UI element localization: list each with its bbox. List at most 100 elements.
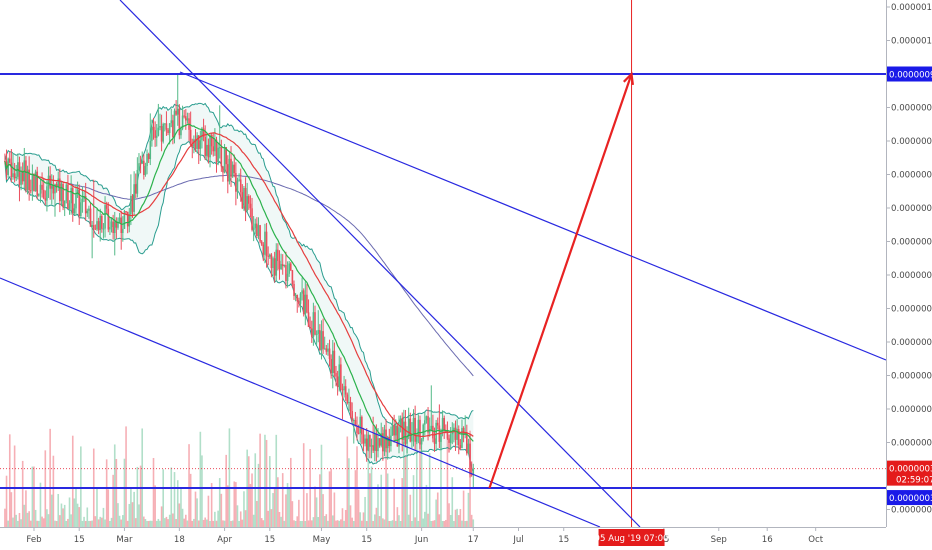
candle-body xyxy=(36,171,39,196)
volume-bar xyxy=(457,515,460,527)
volume-bar xyxy=(194,491,197,527)
bollinger-upper-band xyxy=(4,102,474,427)
candle-body xyxy=(97,221,100,231)
volume-bar xyxy=(377,484,379,527)
candle-body xyxy=(76,189,79,194)
candle-body xyxy=(328,348,331,360)
volume-bar xyxy=(86,507,89,527)
volume-bar xyxy=(178,503,181,527)
candle-body xyxy=(306,294,308,313)
volume-bar xyxy=(244,510,247,527)
candle-body xyxy=(320,331,323,351)
candle-body xyxy=(107,208,110,230)
candle-body xyxy=(41,184,43,190)
trendline-steep xyxy=(119,0,641,527)
candle-body xyxy=(322,331,324,349)
countdown-label-text: 02:59:07 xyxy=(896,476,932,486)
volume-bar xyxy=(346,436,349,527)
candle-body xyxy=(375,434,378,452)
volume-bar xyxy=(280,516,282,527)
candle-body xyxy=(301,290,303,294)
time-axis-tick-label: Feb xyxy=(26,535,41,545)
candle-body xyxy=(128,214,131,227)
volume-bar xyxy=(233,481,236,527)
candle-body xyxy=(309,326,311,329)
volume-bar xyxy=(118,515,121,527)
volume-bar xyxy=(191,520,194,527)
volume-bar xyxy=(396,507,399,527)
volume-bar xyxy=(270,509,273,527)
candle-body xyxy=(123,211,126,229)
candle-body xyxy=(454,427,457,440)
volume-bar xyxy=(164,518,166,527)
volume-bar xyxy=(336,520,339,527)
volume-bar xyxy=(466,520,468,527)
candle-body xyxy=(168,123,171,134)
volume-bar xyxy=(89,520,92,527)
candle-body xyxy=(370,445,373,447)
candle-body xyxy=(57,178,60,187)
candle-body xyxy=(285,265,287,281)
volume-bar xyxy=(55,520,58,527)
volume-bar xyxy=(8,434,11,527)
volume-bar xyxy=(349,505,352,527)
volume-bar xyxy=(340,519,342,527)
volume-bar xyxy=(133,491,135,527)
price-axis-tick-label: 0.00000085 xyxy=(891,137,932,147)
candle-body xyxy=(214,139,216,152)
volume-bar xyxy=(126,520,129,527)
time-axis-tick-label: 15 xyxy=(264,535,275,545)
volume-bar xyxy=(144,519,147,527)
candle-body xyxy=(89,208,92,227)
volume-bar xyxy=(23,504,26,527)
candle-body xyxy=(115,221,118,228)
candle-body xyxy=(338,364,341,388)
candle-body xyxy=(130,195,132,215)
candle-body xyxy=(149,140,152,160)
volume-bar xyxy=(181,508,184,527)
candle-body xyxy=(65,184,68,201)
volume-bar xyxy=(251,473,253,527)
volume-bar xyxy=(412,475,415,527)
volume-bar xyxy=(272,493,274,527)
candle-body xyxy=(204,137,206,156)
candle-body xyxy=(231,164,234,177)
volume-bar xyxy=(331,515,334,527)
candle-body xyxy=(230,158,232,177)
price-axis-tick-label: 0.00000060 xyxy=(891,305,932,315)
volume-bar xyxy=(168,514,171,527)
candle-body xyxy=(281,264,284,267)
candle-body xyxy=(310,328,313,337)
candle-body xyxy=(157,127,160,136)
price-axis-tick-label: 0.00000065 xyxy=(891,271,932,281)
candle-body xyxy=(201,128,203,141)
candle-body xyxy=(304,294,307,315)
volume-bar xyxy=(294,520,297,527)
candle-body xyxy=(10,162,13,178)
volume-bar xyxy=(78,507,81,527)
candle-body xyxy=(448,438,450,443)
candle-body xyxy=(446,430,449,439)
volume-bar xyxy=(441,520,444,527)
volume-bar xyxy=(399,520,402,527)
volume-bar xyxy=(301,520,303,527)
volume-bar xyxy=(202,519,205,527)
price-axis-tick-label: 0.00000045 xyxy=(891,405,932,415)
resistance-label: 0.00000095 xyxy=(887,66,932,82)
volume-bar xyxy=(317,517,320,527)
volume-bar xyxy=(320,444,323,527)
volume-bar xyxy=(183,518,185,527)
volume-bar xyxy=(220,493,223,527)
volume-bar xyxy=(357,489,360,527)
candle-body xyxy=(152,126,155,131)
volume-bar xyxy=(354,470,357,527)
candle-body xyxy=(411,434,413,442)
volume-bar xyxy=(188,444,190,527)
candle-body xyxy=(172,120,174,138)
volume-bar xyxy=(380,474,383,527)
volume-bar xyxy=(451,477,454,527)
candle-body xyxy=(435,422,437,444)
volume-bar xyxy=(67,518,69,527)
candle-body xyxy=(143,160,145,175)
